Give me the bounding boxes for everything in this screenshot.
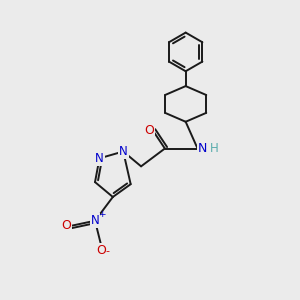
Text: +: + — [98, 210, 105, 219]
Text: -: - — [106, 246, 110, 256]
Text: N: N — [91, 214, 99, 227]
Text: O: O — [96, 244, 106, 257]
Text: N: N — [119, 145, 128, 158]
Text: N: N — [198, 142, 208, 155]
Text: H: H — [209, 142, 218, 155]
Text: N: N — [95, 152, 104, 165]
Text: O: O — [145, 124, 154, 136]
Text: O: O — [61, 219, 71, 232]
